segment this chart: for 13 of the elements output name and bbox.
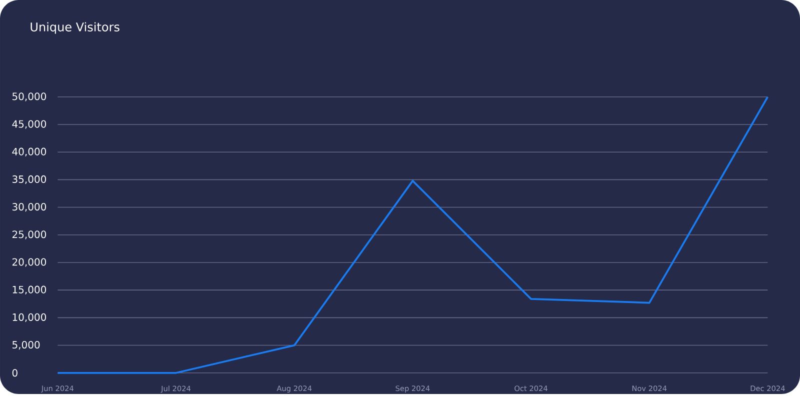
y-tick-label: 35,000 [12,175,46,184]
y-tick-label: 15,000 [12,286,46,294]
y-tick-label: 0 [12,369,18,377]
y-tick-label: 30,000 [12,202,46,212]
y-tick-label: 40,000 [12,148,46,156]
y-tick-label: 5,000 [12,340,40,350]
line-series [56,96,769,374]
y-tick-label: 20,000 [12,258,46,267]
chart-title: Unique Visitors [30,22,120,34]
y-tick-label: 25,000 [12,230,46,240]
y-tick-label: 50,000 [12,92,46,102]
y-tick-label: 45,000 [12,120,46,129]
y-tick-label: 10,000 [12,313,46,322]
